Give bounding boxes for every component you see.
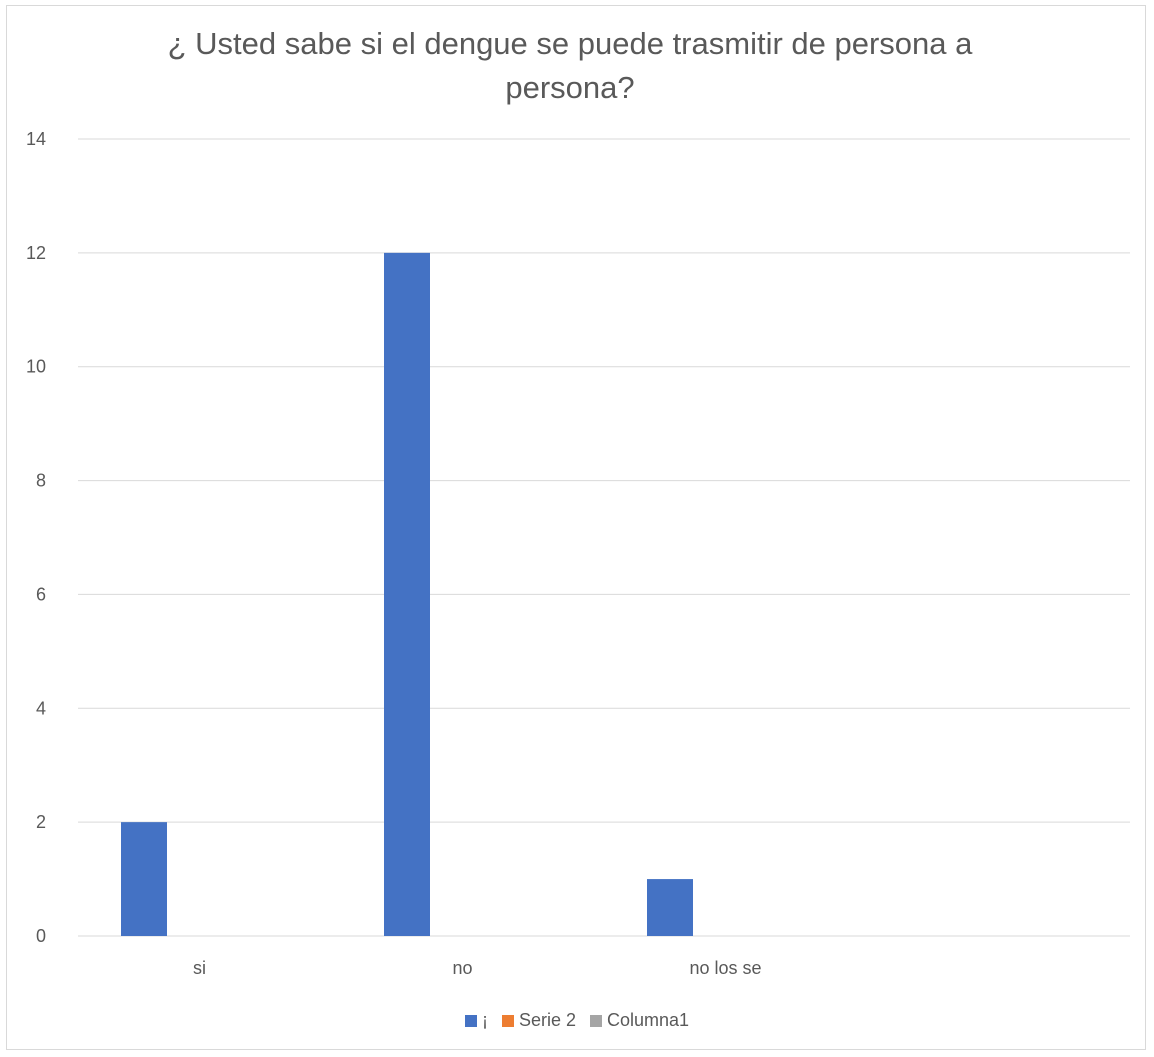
legend-swatch xyxy=(590,1014,602,1027)
legend-swatch xyxy=(464,1014,477,1027)
x-axis-tick-labels: si no no los se xyxy=(193,958,762,978)
y-axis-tick-labels: 0 2 4 6 8 10 12 14 xyxy=(26,129,46,946)
bar-no xyxy=(384,252,430,936)
x-tick-label: no xyxy=(452,958,472,978)
bar-si xyxy=(121,822,167,936)
bars xyxy=(121,252,693,936)
chart-frame xyxy=(6,5,1146,1050)
y-tick-label: 0 xyxy=(36,926,46,946)
legend-label: ¡ xyxy=(481,1010,488,1030)
y-tick-label: 6 xyxy=(36,584,46,604)
legend-label: Serie 2 xyxy=(518,1010,576,1030)
legend-item: Columna1 xyxy=(590,1010,689,1031)
legend-swatch xyxy=(501,1014,514,1027)
x-tick-label: si xyxy=(193,958,206,978)
legend-item: Serie 2 xyxy=(501,1010,576,1031)
y-tick-label: 14 xyxy=(26,129,46,149)
legend-label: Columna1 xyxy=(607,1010,690,1030)
y-tick-label: 12 xyxy=(26,243,46,263)
bar-no-los-se xyxy=(647,879,693,936)
chart-title: ¿ Usted sabe si el dengue se puede trasm… xyxy=(167,26,973,105)
x-tick-label: no los se xyxy=(689,958,761,978)
legend-item: ¡ xyxy=(464,1010,488,1031)
legend: ¡ Serie 2 Columna1 xyxy=(0,1010,1154,1031)
y-tick-label: 10 xyxy=(26,357,46,377)
y-tick-label: 2 xyxy=(36,812,46,832)
y-tick-label: 8 xyxy=(36,471,46,491)
y-tick-label: 4 xyxy=(36,698,46,718)
gridlines xyxy=(78,138,1130,937)
